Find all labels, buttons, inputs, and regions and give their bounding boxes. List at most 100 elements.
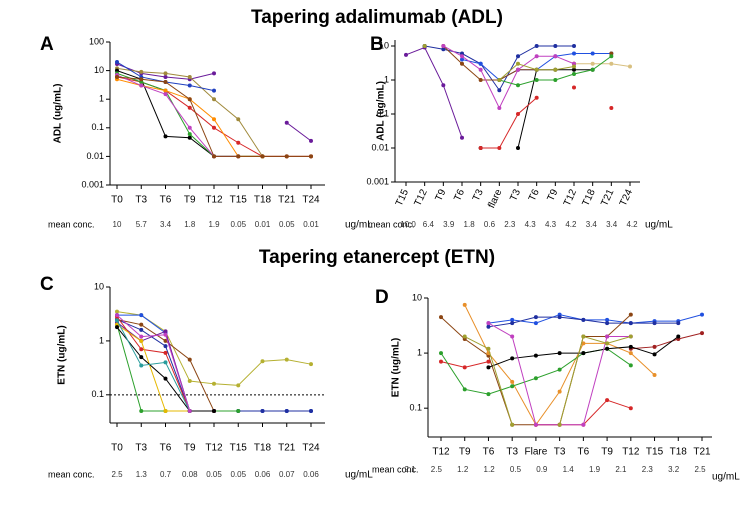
x-tick-label: T3	[508, 187, 523, 203]
x-tick-label: T12	[562, 187, 579, 208]
data-point	[486, 392, 491, 397]
data-point	[404, 52, 408, 57]
series-line	[488, 322, 631, 426]
data-point	[260, 359, 265, 364]
data-point	[187, 105, 192, 110]
data-point	[460, 57, 464, 62]
data-point	[553, 54, 558, 59]
data-point	[581, 351, 586, 356]
data-point	[139, 77, 144, 82]
x-tick-label: T12	[413, 187, 430, 208]
mean-value: 2.3	[642, 465, 654, 474]
x-tick-label: T9	[434, 187, 449, 203]
x-tick-label: T3	[554, 447, 566, 458]
data-point	[212, 97, 216, 102]
x-tick-label: T12	[205, 443, 223, 454]
mean-value: 0.05	[206, 470, 222, 479]
mean-unit: ug/mL	[345, 470, 373, 481]
data-point	[115, 309, 119, 314]
data-point	[115, 74, 119, 79]
data-point	[139, 327, 144, 332]
series-line	[116, 324, 190, 412]
mean-value: 2.3	[504, 220, 516, 229]
data-point	[212, 88, 216, 93]
data-point	[605, 341, 610, 346]
data-point	[212, 125, 216, 130]
x-tick-label: T18	[254, 195, 272, 206]
data-point	[163, 376, 168, 381]
data-point	[609, 54, 614, 59]
series-line	[116, 324, 239, 412]
data-point	[652, 321, 657, 326]
data-point	[590, 67, 595, 72]
data-point	[533, 422, 538, 427]
data-point	[115, 325, 119, 330]
data-point	[212, 381, 216, 386]
data-point	[478, 61, 483, 66]
series-line	[116, 67, 311, 157]
data-point	[212, 409, 216, 414]
data-point	[628, 312, 633, 317]
heading: Tapering etanercept (ETN)	[259, 247, 495, 268]
y-tick-label: 0.001	[81, 179, 104, 189]
mean-value: 0.07	[279, 470, 295, 479]
y-axis-label: ETN (ug/mL)	[57, 325, 68, 384]
data-point	[534, 54, 539, 59]
data-point	[605, 321, 610, 326]
data-point	[441, 83, 446, 88]
data-point	[462, 365, 467, 370]
data-point	[309, 409, 313, 414]
data-point	[605, 398, 610, 403]
mean-value: 4.3	[525, 220, 537, 229]
data-point	[439, 315, 443, 320]
y-tick-label: 10	[412, 292, 422, 302]
data-point	[187, 83, 192, 88]
mean-value: 3.4	[586, 220, 598, 229]
x-tick-label: T12	[622, 447, 640, 458]
series-line	[116, 74, 239, 157]
panel-label: D	[375, 287, 389, 308]
data-point	[516, 83, 520, 88]
x-tick-label: T12	[432, 447, 450, 458]
mean-value: 2.1	[615, 465, 627, 474]
data-point	[533, 353, 538, 358]
mean-value: 1.8	[464, 220, 476, 229]
x-tick-label: T12	[205, 195, 223, 206]
series-line	[488, 314, 703, 324]
data-point	[460, 54, 464, 59]
x-tick-label: T21	[278, 443, 296, 454]
mean-value: 0.08	[182, 470, 198, 479]
x-tick-label: T18	[581, 187, 598, 208]
data-point	[439, 351, 443, 356]
data-point	[139, 313, 144, 318]
x-tick-label: T24	[302, 195, 320, 206]
mean-value: 0.05	[230, 470, 246, 479]
data-point	[557, 367, 562, 372]
data-point	[139, 334, 144, 339]
panel-label: A	[40, 34, 54, 55]
mean-value: 1.2	[457, 465, 469, 474]
data-point	[628, 406, 633, 411]
data-point	[460, 135, 464, 140]
y-axis-label: ADL (ug/mL)	[376, 81, 387, 141]
x-tick-label: T21	[278, 195, 296, 206]
mean-value: 3.4	[160, 220, 172, 229]
x-tick-label: T3	[135, 443, 147, 454]
data-point	[553, 77, 558, 82]
data-point	[212, 154, 216, 159]
mean-value: 2.5	[694, 465, 706, 474]
data-point	[187, 97, 192, 102]
series-line	[405, 46, 463, 138]
data-point	[187, 379, 192, 384]
series-line	[574, 63, 631, 67]
mean-value: 0.5	[510, 465, 522, 474]
data-point	[163, 344, 168, 349]
data-point	[139, 355, 144, 360]
data-point	[516, 54, 520, 59]
data-point	[163, 350, 168, 355]
data-point	[309, 362, 313, 367]
y-tick-label: 0.1	[91, 122, 104, 132]
mean-value: 3.9	[443, 220, 455, 229]
y-axis-label: ETN (ug/mL)	[391, 338, 402, 397]
data-point	[163, 71, 168, 76]
